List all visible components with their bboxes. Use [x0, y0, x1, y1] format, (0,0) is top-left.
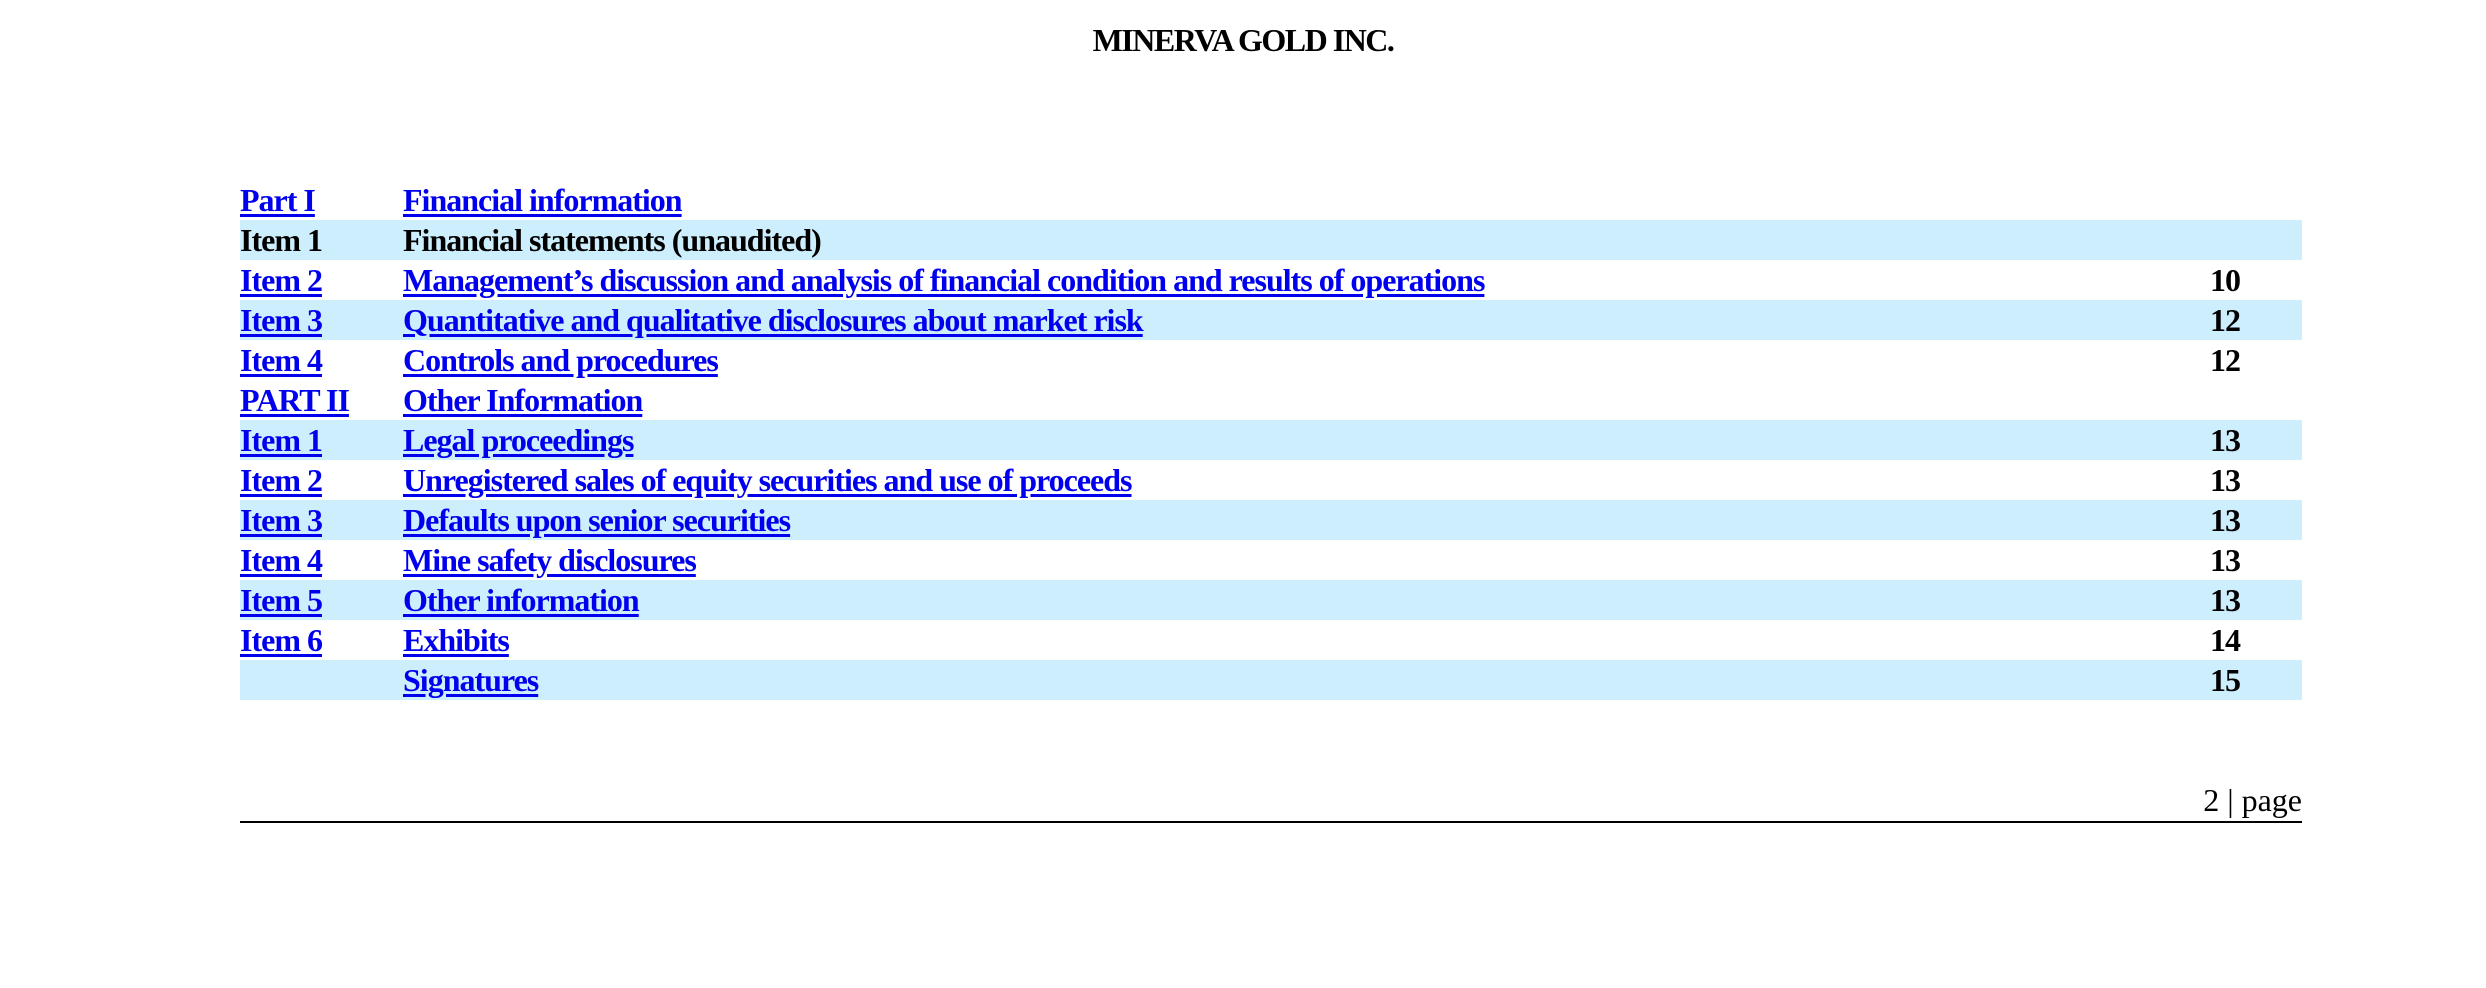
toc-row-signatures: Signatures 15 — [240, 660, 2302, 700]
toc-section-title[interactable]: Mine safety disclosures — [403, 542, 697, 578]
toc-row-item-1-financial-statements: Item 1 Financial statements (unaudited) — [240, 220, 2302, 260]
toc-page-number: 15 — [2210, 662, 2241, 698]
toc-row-item-4-mine-safety: Item 4 Mine safety disclosures 13 — [240, 540, 2302, 580]
toc-row-item-2-mdna: Item 2 Management’s discussion and analy… — [240, 260, 2302, 300]
toc-section-title[interactable]: Controls and procedures — [403, 342, 719, 378]
toc-section-title[interactable]: Other information — [403, 582, 640, 618]
page-number-footer: 2 | page — [2203, 782, 2302, 818]
toc-row-item-3-market-risk: Item 3 Quantitative and qualitative disc… — [240, 300, 2302, 340]
toc-page-number: 13 — [2210, 462, 2241, 498]
toc-page-number: 10 — [2210, 262, 2241, 298]
toc-row-item-6-exhibits: Item 6 Exhibits 14 — [240, 620, 2302, 660]
toc-item-label[interactable]: Part I — [240, 182, 316, 218]
toc-item-label[interactable]: Item 2 — [240, 262, 323, 298]
toc-section-title[interactable]: Unregistered sales of equity securities … — [403, 462, 1132, 498]
toc-row-item-2-unregistered-sales: Item 2 Unregistered sales of equity secu… — [240, 460, 2302, 500]
toc-page-number: 13 — [2210, 422, 2241, 458]
toc-page-number: 14 — [2210, 622, 2241, 658]
toc-page-number: 13 — [2210, 542, 2241, 578]
toc-row-item-5-other: Item 5 Other information 13 — [240, 580, 2302, 620]
toc-section-title[interactable]: Other Information — [403, 382, 643, 418]
toc-item-label[interactable]: Item 1 — [240, 422, 323, 458]
document-title: MINERVA GOLD INC. — [1092, 22, 1395, 58]
toc-section-title[interactable]: Legal proceedings — [403, 422, 634, 458]
toc-item-label[interactable]: PART II — [240, 382, 350, 418]
toc-item-label[interactable]: Item 3 — [240, 302, 323, 338]
toc-item-label: Item 1 — [240, 222, 323, 258]
toc-page-number: 12 — [2210, 342, 2241, 378]
toc-page-number: 13 — [2210, 502, 2241, 538]
toc-section-title[interactable]: Management’s discussion and analysis of … — [403, 262, 1485, 298]
toc-item-label[interactable]: Item 6 — [240, 622, 323, 658]
toc-section-title[interactable]: Exhibits — [403, 622, 510, 658]
toc-section-title[interactable]: Signatures — [403, 662, 539, 698]
toc-row-part-ii: PART II Other Information — [240, 380, 2302, 420]
toc-row-item-4-controls: Item 4 Controls and procedures 12 — [240, 340, 2302, 380]
toc-page-number: 12 — [2210, 302, 2241, 338]
footer-divider — [240, 821, 2302, 823]
toc-row-item-3-defaults: Item 3 Defaults upon senior securities 1… — [240, 500, 2302, 540]
toc-item-label[interactable]: Item 4 — [240, 342, 323, 378]
toc-section-title[interactable]: Quantitative and qualitative disclosures… — [403, 302, 1144, 338]
toc-section-title[interactable]: Financial information — [403, 182, 683, 218]
toc-item-label[interactable]: Item 2 — [240, 462, 323, 498]
toc-row-item-1-legal: Item 1 Legal proceedings 13 — [240, 420, 2302, 460]
toc-item-label[interactable]: Item 3 — [240, 502, 323, 538]
toc-item-label[interactable]: Item 4 — [240, 542, 323, 578]
toc-section-title[interactable]: Defaults upon senior securities — [403, 502, 791, 538]
toc-section-title: Financial statements (unaudited) — [403, 222, 822, 258]
table-of-contents: Part I Financial information Item 1 Fina… — [240, 180, 2302, 700]
toc-item-label[interactable]: Item 5 — [240, 582, 323, 618]
toc-row-part-i: Part I Financial information — [240, 180, 2302, 220]
toc-page-number: 13 — [2210, 582, 2241, 618]
